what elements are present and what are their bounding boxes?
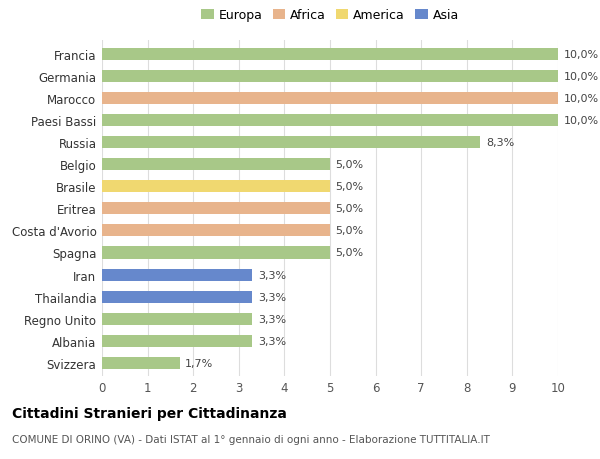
- Bar: [102, 269, 253, 281]
- Bar: [102, 49, 558, 61]
- Bar: [102, 203, 330, 215]
- Text: Cittadini Stranieri per Cittadinanza: Cittadini Stranieri per Cittadinanza: [12, 406, 287, 420]
- Text: 5,0%: 5,0%: [335, 204, 364, 214]
- Text: 5,0%: 5,0%: [335, 182, 364, 192]
- Bar: [102, 181, 330, 193]
- Bar: [102, 71, 558, 83]
- Bar: [102, 159, 330, 171]
- Bar: [102, 291, 253, 303]
- Text: 5,0%: 5,0%: [335, 160, 364, 170]
- Bar: [102, 313, 253, 325]
- Bar: [102, 357, 179, 369]
- Bar: [102, 225, 330, 237]
- Text: 3,3%: 3,3%: [258, 292, 286, 302]
- Text: 10,0%: 10,0%: [563, 116, 599, 126]
- Bar: [102, 93, 558, 105]
- Text: 10,0%: 10,0%: [563, 72, 599, 82]
- Text: 5,0%: 5,0%: [335, 226, 364, 236]
- Text: 5,0%: 5,0%: [335, 248, 364, 258]
- Text: 3,3%: 3,3%: [258, 270, 286, 280]
- Bar: [102, 137, 481, 149]
- Text: 10,0%: 10,0%: [563, 50, 599, 60]
- Text: 1,7%: 1,7%: [185, 358, 213, 368]
- Bar: [102, 335, 253, 347]
- Bar: [102, 115, 558, 127]
- Text: 10,0%: 10,0%: [563, 94, 599, 104]
- Text: 3,3%: 3,3%: [258, 336, 286, 346]
- Bar: [102, 247, 330, 259]
- Text: COMUNE DI ORINO (VA) - Dati ISTAT al 1° gennaio di ogni anno - Elaborazione TUTT: COMUNE DI ORINO (VA) - Dati ISTAT al 1° …: [12, 434, 490, 444]
- Legend: Europa, Africa, America, Asia: Europa, Africa, America, Asia: [201, 9, 459, 22]
- Text: 3,3%: 3,3%: [258, 314, 286, 324]
- Text: 8,3%: 8,3%: [486, 138, 514, 148]
